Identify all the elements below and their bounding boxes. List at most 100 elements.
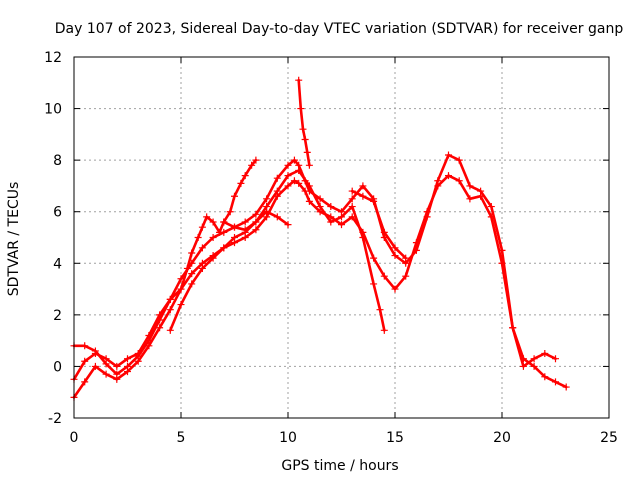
data-point <box>177 301 185 309</box>
data-point <box>359 192 367 200</box>
y-tick-label: 2 <box>53 308 62 324</box>
y-tick-label: -2 <box>48 411 62 427</box>
x-tick-label: 10 <box>279 430 297 446</box>
data-point <box>231 234 238 241</box>
data-point <box>477 187 485 195</box>
data-point <box>231 192 238 200</box>
data-point <box>113 370 121 378</box>
data-point <box>338 221 345 229</box>
data-point <box>252 218 260 226</box>
data-point <box>113 362 121 370</box>
data-point <box>445 151 452 159</box>
data-point <box>252 156 260 164</box>
data-point <box>203 213 211 221</box>
data-point <box>303 148 311 156</box>
data-point <box>305 197 313 205</box>
series-line <box>350 189 407 260</box>
y-tick-label: 4 <box>53 256 62 272</box>
data-point <box>316 203 324 211</box>
data-point <box>102 355 110 363</box>
x-tick-labels: 0 5 10 15 20 25 <box>70 430 618 446</box>
data-point <box>216 228 224 236</box>
data-point <box>156 324 164 332</box>
data-point <box>166 306 174 314</box>
data-point <box>81 378 89 386</box>
data-point <box>402 254 410 262</box>
data-point <box>316 195 324 203</box>
chart-title: Day 107 of 2023, Sidereal Day-to-day VTE… <box>55 21 624 37</box>
series-line <box>169 169 386 332</box>
data-point <box>295 179 303 187</box>
data-point <box>226 208 234 216</box>
y-tick-labels: -2 0 2 4 6 8 10 12 <box>44 50 62 427</box>
data-point <box>327 203 335 211</box>
data-point <box>380 228 388 236</box>
axis-ticks <box>73 56 610 419</box>
y-tick-label: 12 <box>44 50 62 66</box>
series-5 <box>220 208 292 234</box>
data-series <box>70 76 570 401</box>
series-7 <box>348 187 410 262</box>
data-point <box>297 105 305 113</box>
data-point <box>552 355 559 363</box>
data-point <box>412 246 420 254</box>
data-point <box>562 383 570 391</box>
data-point <box>391 285 399 293</box>
data-point <box>188 280 196 288</box>
data-point <box>391 244 399 252</box>
data-point <box>91 350 99 358</box>
data-point <box>305 182 313 190</box>
series-3 <box>70 156 260 383</box>
data-point <box>376 306 384 314</box>
data-point <box>487 203 495 211</box>
data-point <box>198 223 206 231</box>
data-point <box>273 213 281 221</box>
data-point <box>348 187 356 195</box>
data-point <box>498 246 506 254</box>
series-1 <box>70 172 570 401</box>
data-point <box>273 174 281 182</box>
data-point <box>241 172 249 180</box>
data-point <box>541 350 549 358</box>
data-point <box>166 326 174 334</box>
grid <box>74 57 609 418</box>
x-tick-label: 15 <box>386 430 404 446</box>
data-point <box>231 223 238 231</box>
data-point <box>552 378 559 386</box>
data-point <box>241 226 249 234</box>
data-point <box>455 177 463 185</box>
data-point <box>252 210 260 218</box>
data-point <box>252 226 260 234</box>
data-point <box>370 254 378 262</box>
data-point <box>466 195 474 203</box>
data-point <box>455 156 463 164</box>
data-point <box>434 177 442 185</box>
data-point <box>284 161 292 169</box>
data-point <box>423 213 431 221</box>
y-axis-label: SDTVAR / TECUs <box>6 182 22 297</box>
data-point <box>209 218 217 226</box>
data-point <box>124 362 131 370</box>
data-point <box>263 195 271 203</box>
data-point <box>220 244 228 252</box>
data-point <box>380 326 388 334</box>
data-point <box>466 182 474 190</box>
data-point <box>188 249 196 257</box>
data-point <box>237 179 245 187</box>
x-tick-label: 5 <box>177 430 186 446</box>
data-point <box>198 244 206 252</box>
x-axis-label: GPS time / hours <box>281 458 398 474</box>
data-point <box>327 218 335 226</box>
data-point <box>519 362 527 370</box>
data-point <box>81 342 89 350</box>
data-point <box>530 355 538 363</box>
plot-frame <box>73 56 610 419</box>
y-tick-label: 10 <box>44 102 62 118</box>
data-point <box>145 331 153 339</box>
data-point <box>530 362 538 370</box>
data-point <box>166 295 174 303</box>
data-point <box>177 285 185 293</box>
y-tick-label: 0 <box>53 359 62 375</box>
data-point <box>188 270 196 278</box>
data-point <box>370 280 378 288</box>
